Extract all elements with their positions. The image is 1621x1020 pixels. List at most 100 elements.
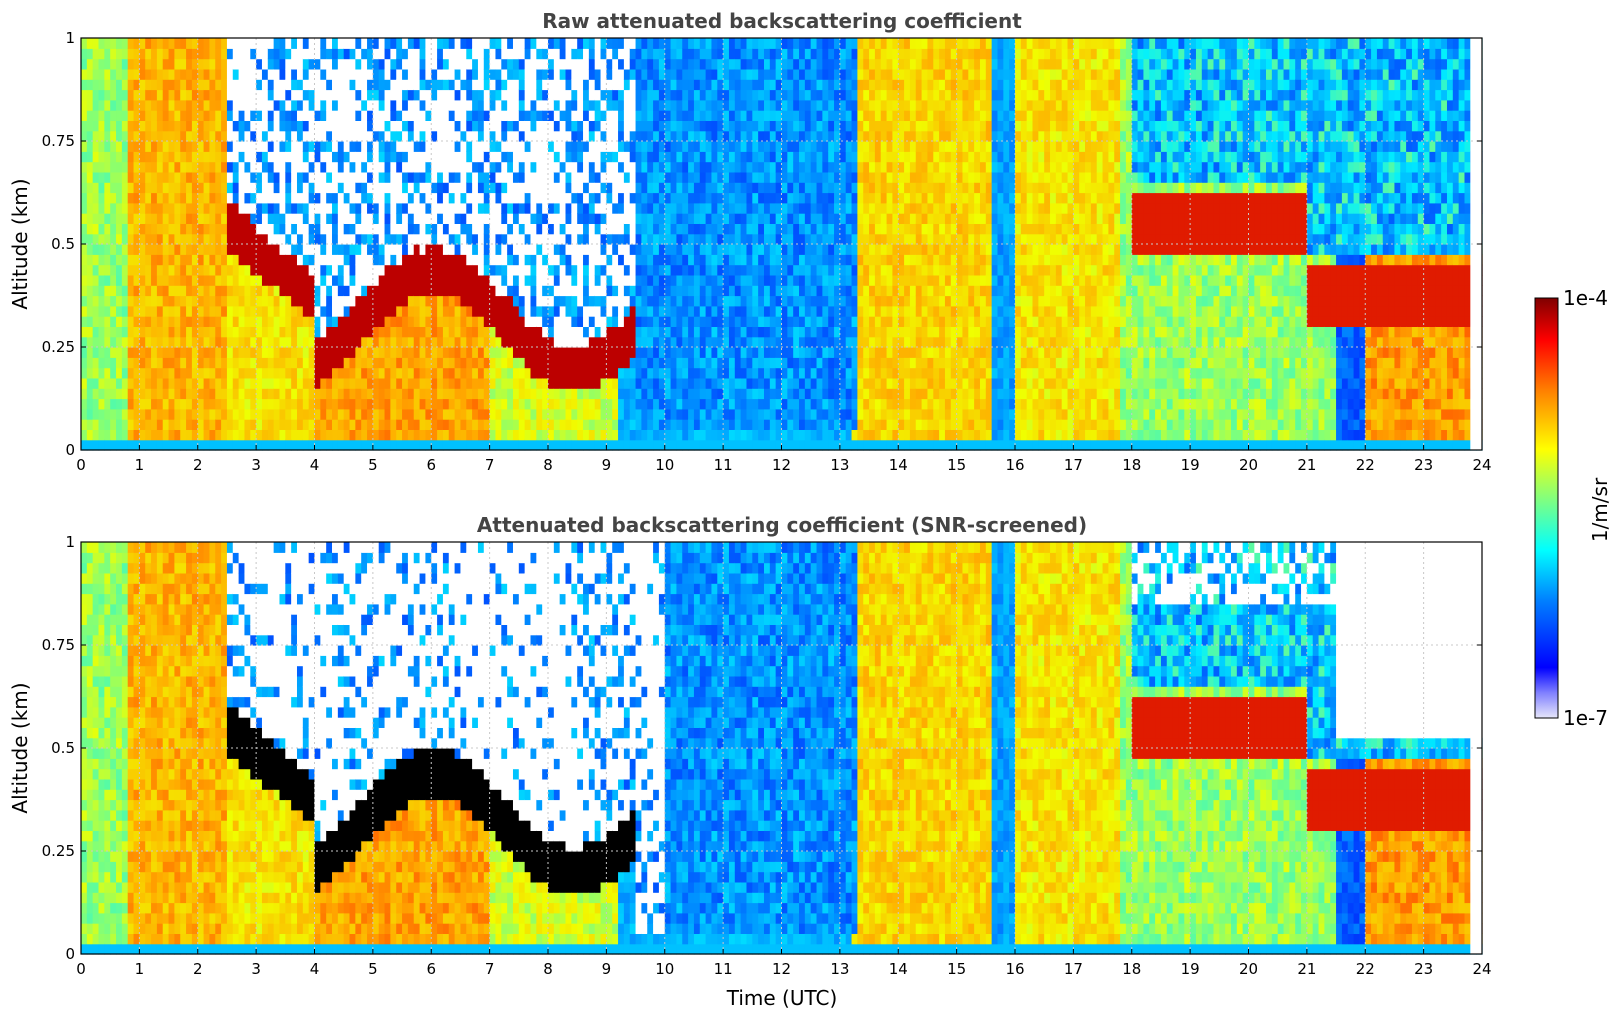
- heatmap-cell: [285, 48, 292, 60]
- heatmap-cell: [413, 254, 421, 266]
- heatmap-cell: [226, 429, 234, 441]
- heatmap-cell: [600, 120, 607, 132]
- heatmap-cell: [279, 192, 286, 204]
- heatmap-cell: [384, 254, 391, 266]
- heatmap-cell: [314, 398, 321, 410]
- heatmap-cell: [86, 429, 94, 441]
- heatmap-cell: [577, 161, 584, 173]
- heatmap-cell: [670, 58, 678, 70]
- heatmap-cell: [728, 48, 736, 60]
- heatmap-cell: [711, 367, 718, 379]
- heatmap-cell: [367, 38, 374, 49]
- heatmap-cell: [215, 367, 222, 379]
- heatmap-cell: [518, 99, 526, 111]
- heatmap-cell: [221, 213, 228, 224]
- heatmap-cell: [594, 233, 602, 245]
- heatmap-cell: [261, 213, 269, 224]
- heatmap-cell: [635, 171, 642, 183]
- heatmap-cell: [308, 264, 316, 276]
- heatmap-cell: [740, 347, 748, 358]
- heatmap-cell: [116, 141, 123, 152]
- heatmap-cell: [804, 398, 812, 410]
- heatmap-cell: [407, 192, 415, 204]
- heatmap-cell: [203, 192, 211, 204]
- heatmap-cell: [670, 377, 678, 389]
- heatmap-cell: [378, 182, 386, 194]
- heatmap-cell: [647, 141, 654, 152]
- heatmap-cell: [367, 213, 374, 224]
- heatmap-cell: [361, 419, 368, 430]
- heatmap-cell: [799, 439, 806, 451]
- heatmap-cell: [296, 68, 304, 80]
- heatmap-cell: [296, 347, 304, 358]
- heatmap-cell: [320, 419, 327, 430]
- heatmap-cell: [209, 233, 216, 245]
- heatmap-cell: [226, 367, 234, 379]
- heatmap-cell: [542, 213, 549, 224]
- heatmap-cell: [758, 141, 765, 152]
- heatmap-cell: [221, 254, 228, 266]
- heatmap-cell: [378, 141, 386, 152]
- heatmap-cell: [419, 58, 427, 70]
- heatmap-cell: [495, 254, 502, 266]
- heatmap-cell: [402, 254, 409, 266]
- heatmap-cell: [635, 89, 642, 101]
- heatmap-cell: [390, 161, 397, 173]
- heatmap-cell: [92, 377, 100, 389]
- heatmap-cell: [793, 161, 800, 173]
- heatmap-cell: [717, 48, 724, 60]
- heatmap-cell: [326, 398, 333, 410]
- heatmap-cell: [285, 357, 292, 369]
- heatmap-cell: [174, 202, 181, 214]
- heatmap-cell: [419, 89, 427, 101]
- heatmap-cell: [308, 141, 316, 152]
- heatmap-cell: [343, 305, 351, 317]
- heatmap-cell: [495, 295, 502, 307]
- heatmap-cell: [658, 274, 666, 286]
- heatmap-cell: [676, 326, 683, 338]
- heatmap-cell: [104, 68, 111, 80]
- heatmap-cell: [226, 223, 234, 235]
- heatmap-cell: [507, 79, 514, 91]
- heatmap-cell: [483, 68, 491, 80]
- heatmap-cell: [489, 213, 497, 224]
- heatmap-cell: [571, 419, 578, 430]
- heatmap-cell: [442, 202, 450, 214]
- heatmap-cell: [250, 439, 257, 451]
- heatmap-cell: [711, 99, 718, 111]
- heatmap-cell: [437, 377, 444, 389]
- heatmap-cell: [507, 161, 514, 173]
- heatmap-cell: [437, 202, 444, 214]
- heatmap-cell: [571, 429, 578, 441]
- heatmap-cell: [594, 377, 602, 389]
- heatmap-cell: [477, 79, 485, 91]
- heatmap-cell: [594, 274, 602, 286]
- heatmap-cell: [483, 274, 491, 286]
- heatmap-cell: [110, 130, 117, 142]
- heatmap-cell: [734, 120, 742, 132]
- heatmap-cell: [588, 89, 596, 101]
- heatmap-cell: [296, 99, 304, 111]
- heatmap-cell: [273, 398, 281, 410]
- heatmap-cell: [769, 58, 777, 70]
- heatmap-cell: [565, 274, 572, 286]
- heatmap-cell: [571, 326, 578, 338]
- heatmap-cell: [507, 192, 514, 204]
- heatmap-cell: [98, 68, 105, 80]
- heatmap-cell: [244, 295, 251, 307]
- heatmap-cell: [472, 254, 479, 266]
- heatmap-cell: [612, 58, 619, 70]
- heatmap-cell: [261, 285, 269, 297]
- heatmap-cell: [664, 161, 672, 173]
- heatmap-cell: [699, 326, 707, 338]
- heatmap-cell: [559, 151, 567, 163]
- heatmap-cell: [571, 79, 578, 91]
- heatmap-cell: [512, 110, 520, 121]
- heatmap-cell: [559, 38, 567, 49]
- heatmap-cell: [723, 367, 730, 379]
- heatmap-cell: [191, 388, 199, 400]
- heatmap-cell: [734, 408, 742, 420]
- heatmap-cell: [337, 264, 345, 276]
- heatmap-cell: [402, 388, 409, 400]
- heatmap-cell: [174, 347, 181, 358]
